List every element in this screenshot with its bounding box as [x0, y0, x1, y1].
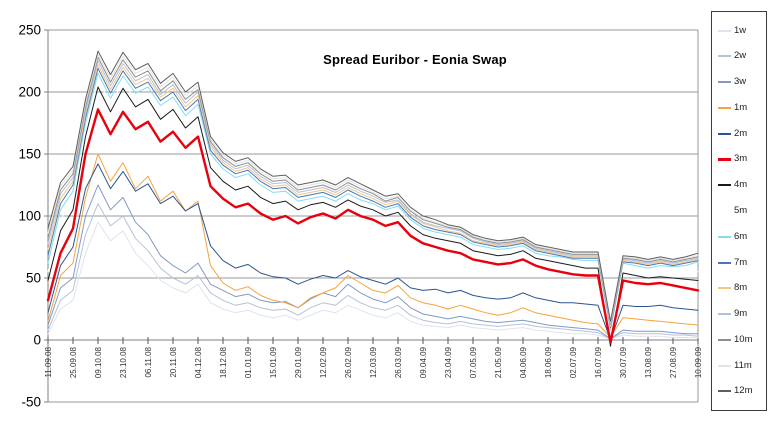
legend-line-sample-7m	[718, 261, 731, 264]
series-line-5m	[47, 79, 699, 338]
series-line-11m	[47, 54, 699, 324]
legend-item-10m: 10m	[718, 334, 764, 345]
x-axis-label: 23.10.08	[119, 346, 128, 378]
series-line-2m	[47, 163, 699, 341]
y-axis-label: 50	[26, 271, 41, 286]
legend-item-11m: 11m	[718, 360, 764, 371]
series-line-2w	[47, 203, 699, 340]
x-axis-label: 16.07.09	[594, 346, 603, 378]
legend-item-9m: 9m	[718, 309, 764, 320]
legend-item-1w: 1w	[718, 25, 764, 36]
legend-item-5m: 5m	[718, 205, 764, 216]
legend-label: 2m	[734, 127, 748, 139]
x-axis-label: 07.05.09	[469, 346, 478, 378]
legend: 1w 2w 3w 1m 2m 3m 4m 5m 6m 7m 8m 9m 10m 11m 12m	[711, 11, 767, 411]
x-axis-label: 10.09.09	[694, 346, 703, 378]
legend-item-4m: 4m	[718, 180, 764, 191]
series-line-10m	[47, 56, 699, 325]
x-axis-label: 26.03.09	[394, 346, 403, 378]
x-axis-label: 09.10.08	[94, 346, 103, 378]
x-axis-label: 09.04.09	[419, 346, 428, 378]
series-line-7m	[47, 67, 699, 329]
legend-item-6m: 6m	[718, 231, 764, 242]
legend-item-3w: 3w	[718, 77, 764, 88]
legend-line-sample-11m	[718, 364, 731, 367]
legend-label: 4m	[734, 179, 748, 191]
x-axis-label: 21.05.09	[494, 346, 503, 378]
legend-label: 11m	[734, 359, 752, 371]
legend-item-8m: 8m	[718, 283, 764, 294]
series-line-12m	[47, 50, 699, 322]
x-axis-label: 11.09.08	[44, 346, 53, 377]
series-line-6m	[47, 72, 699, 331]
x-axis-label: 25.09.08	[69, 346, 78, 378]
legend-line-sample-2w	[718, 55, 731, 58]
x-axis-label: 26.02.09	[344, 346, 353, 378]
legend-line-sample-10m	[718, 338, 731, 341]
legend-label: 9m	[734, 308, 748, 320]
legend-item-7m: 7m	[718, 257, 764, 268]
x-axis-label: 04.12.08	[194, 346, 203, 378]
series-line-3m	[46, 108, 700, 344]
x-axis-label: 06.11.08	[144, 346, 153, 377]
legend-label: 10m	[734, 333, 753, 345]
legend-label: 7m	[734, 256, 748, 268]
series-line-9m	[47, 60, 699, 326]
legend-item-3m: 3m	[718, 154, 764, 165]
legend-line-sample-1m	[718, 106, 731, 109]
x-axis-label: 18.06.09	[544, 346, 553, 378]
legend-label: 3m	[734, 153, 748, 165]
legend-label: 3w	[734, 76, 747, 88]
x-axis-label: 18.12.08	[219, 346, 228, 378]
legend-label: 12m	[734, 385, 753, 397]
series-line-8m	[47, 64, 699, 327]
legend-label: 8m	[734, 282, 748, 294]
x-axis-label: 12.03.09	[369, 346, 378, 378]
legend-line-sample-4m	[718, 184, 731, 187]
y-axis-label: 150	[18, 147, 41, 162]
legend-label: 1w	[734, 24, 747, 36]
legend-line-sample-6m	[718, 235, 731, 238]
x-axis-label: 15.01.09	[269, 346, 278, 378]
x-axis-label: 30.07.09	[619, 346, 628, 378]
x-axis-label: 23.04.09	[444, 346, 453, 378]
legend-line-sample-12m	[718, 390, 731, 393]
legend-line-sample-3w	[718, 81, 731, 84]
x-axis-label: 13.08.09	[644, 346, 653, 378]
series-line-4m	[47, 86, 699, 347]
legend-line-sample-8m	[718, 287, 731, 290]
y-axis-label: 100	[18, 209, 41, 224]
y-axis-label: 200	[18, 85, 41, 100]
legend-item-2w: 2w	[718, 51, 764, 62]
legend-line-sample-9m	[718, 313, 731, 316]
series-line-1w	[47, 221, 699, 340]
legend-item-1m: 1m	[718, 102, 764, 113]
x-axis-label: 04.06.09	[519, 346, 528, 378]
x-axis-label: 27.08.09	[669, 346, 678, 378]
legend-line-sample-1w	[718, 29, 731, 32]
x-axis-label: 12.02.09	[319, 346, 328, 378]
y-axis-label: 250	[18, 23, 41, 38]
legend-label: 6m	[734, 230, 748, 242]
legend-item-12m: 12m	[718, 386, 764, 397]
x-axis-label: 01.01.09	[244, 346, 253, 378]
legend-line-sample-2m	[718, 132, 731, 135]
chart-title: Spread Euribor - Eonia Swap	[323, 52, 507, 67]
legend-line-sample-3m	[718, 157, 731, 161]
legend-item-2m: 2m	[718, 128, 764, 139]
legend-label: 2w	[734, 50, 747, 62]
y-axis-label: 0	[33, 333, 41, 348]
x-axis-label: 02.07.09	[569, 346, 578, 378]
series-line-3w	[47, 184, 699, 340]
x-axis-label: 20.11.08	[169, 346, 178, 377]
legend-label: 1m	[734, 101, 748, 113]
legend-line-sample-5m	[718, 209, 731, 212]
series-line-1m	[47, 153, 699, 338]
x-axis-label: 29.01.09	[294, 346, 303, 378]
y-axis-label: -50	[21, 395, 41, 410]
legend-label: 5m	[734, 204, 748, 216]
